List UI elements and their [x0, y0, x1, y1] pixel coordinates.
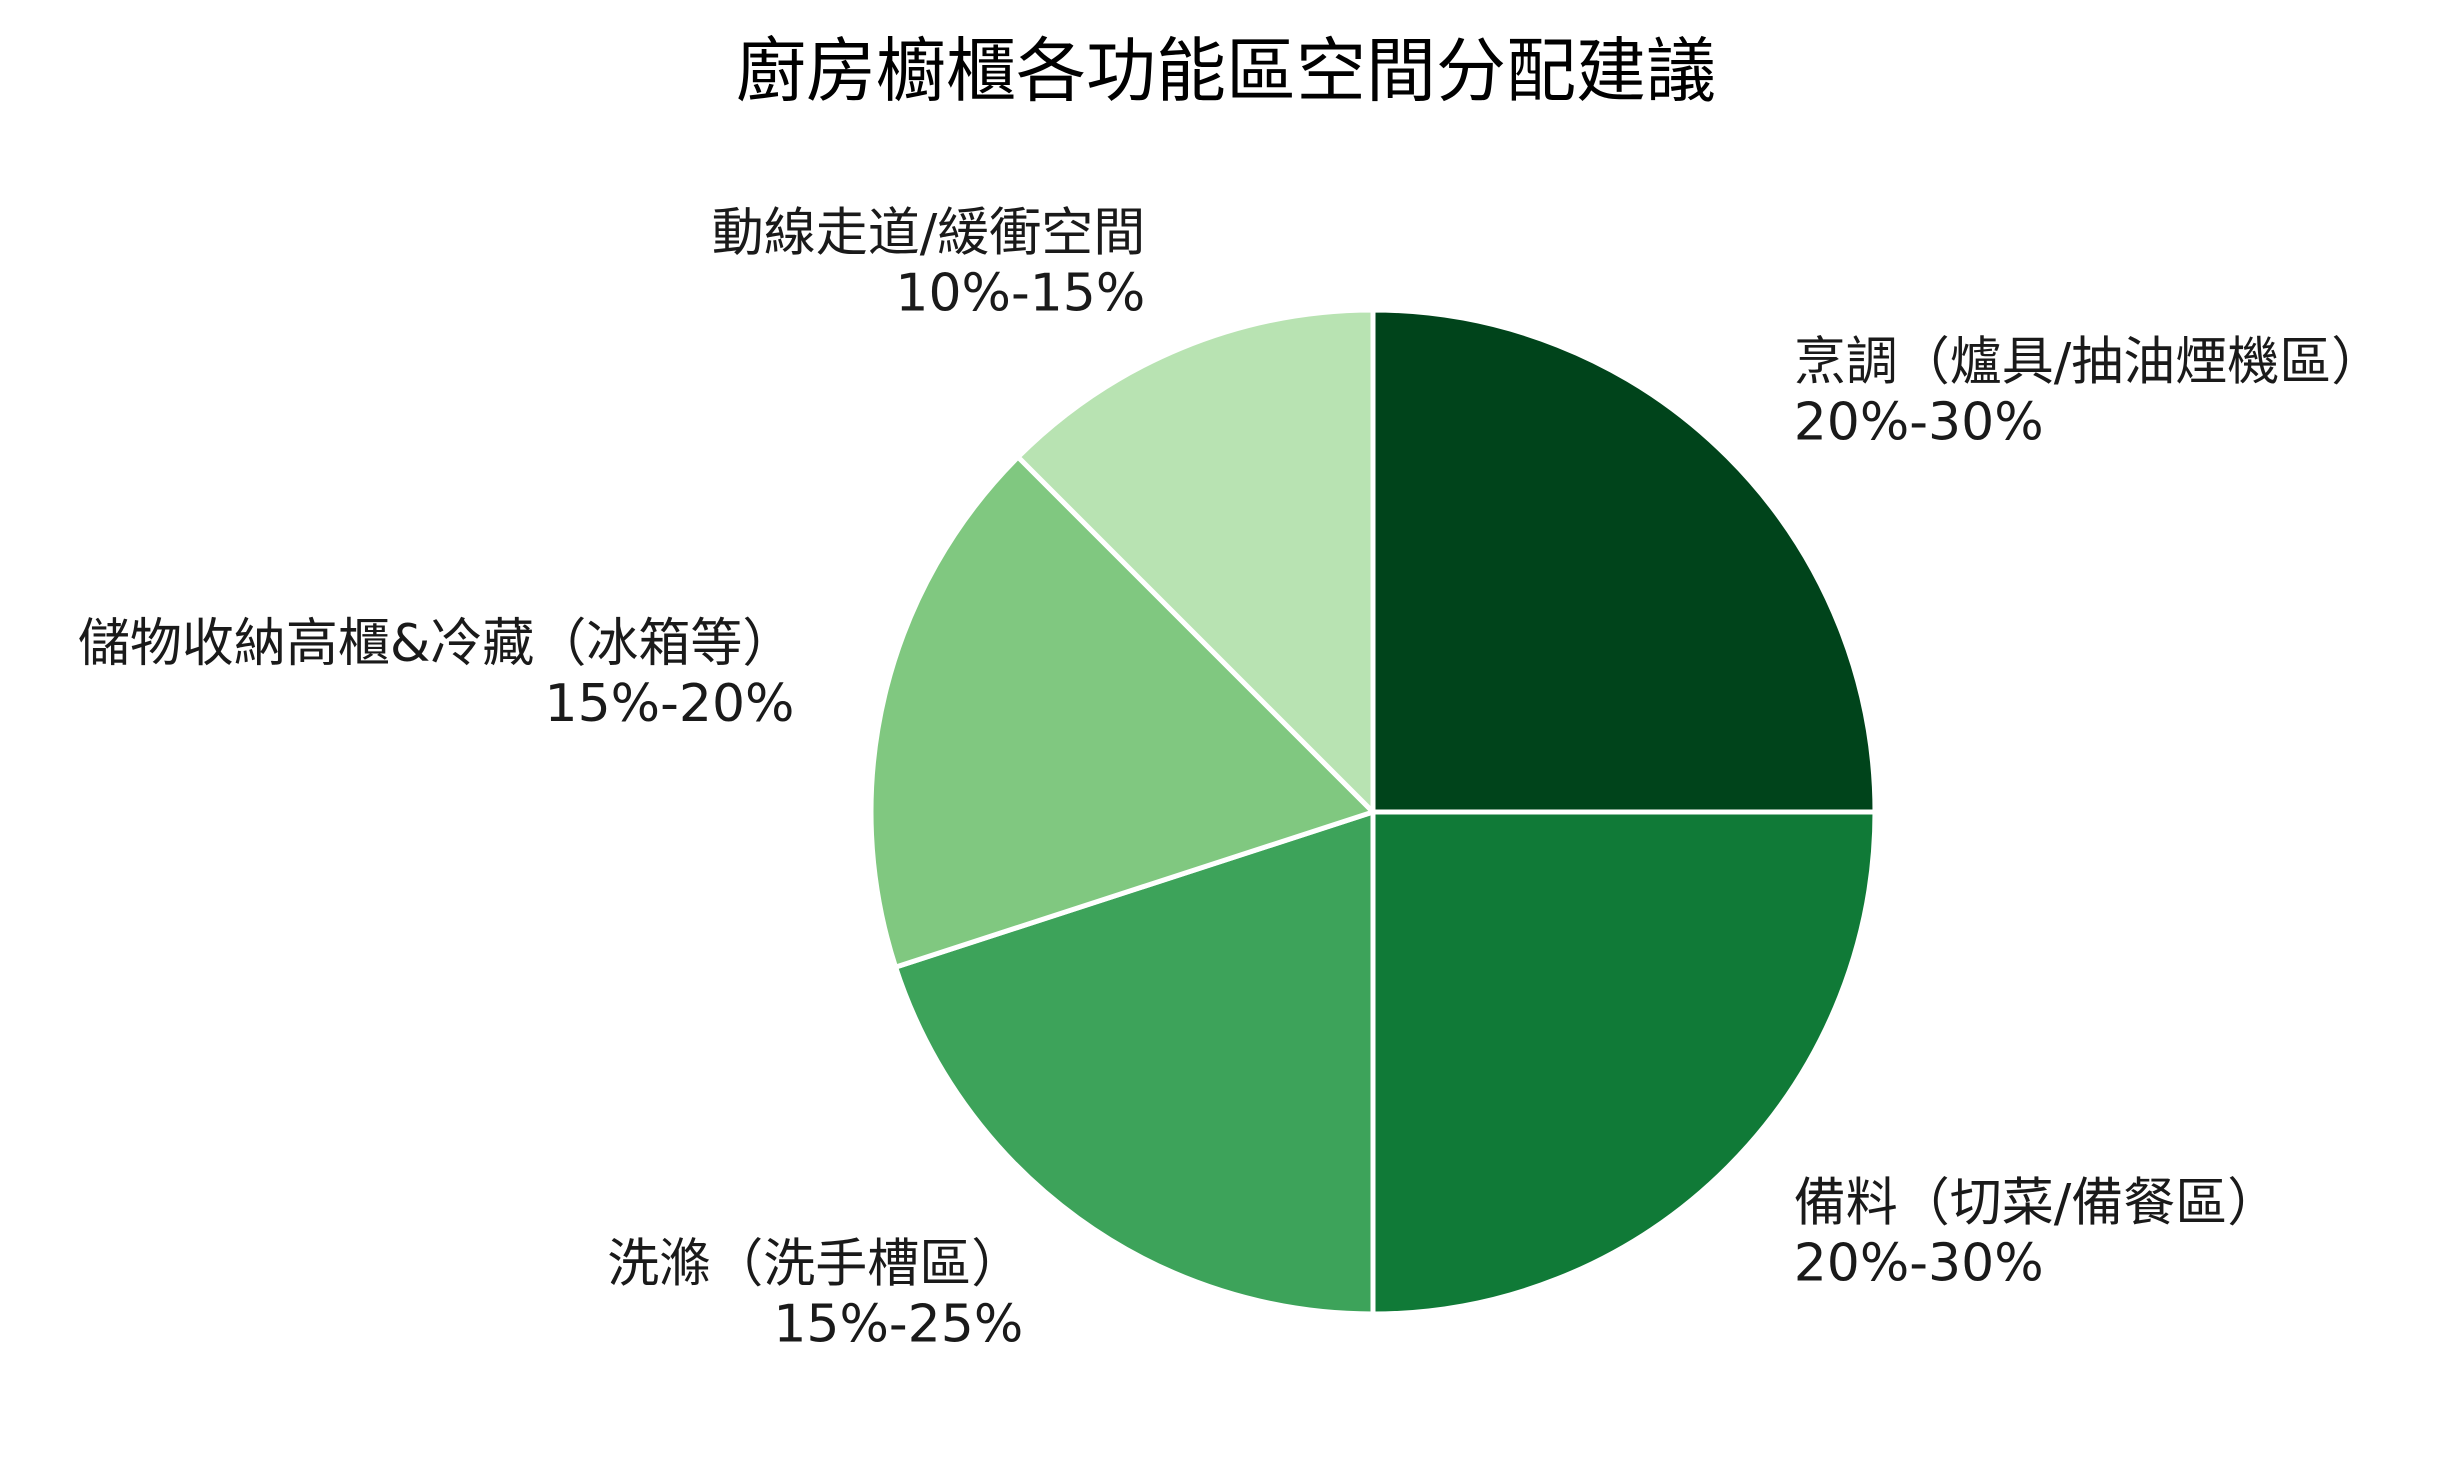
pie-slice — [1370, 307, 1878, 815]
chart-title: 廚房櫥櫃各功能區空間分配建議 — [736, 30, 1716, 112]
pie-slice — [868, 454, 1376, 970]
slice-value-label: 15%-25% — [773, 1294, 1023, 1354]
slice-value-label: 15%-20% — [545, 674, 795, 734]
slice-value-label: 20%-30% — [1794, 392, 2044, 452]
slice-label: 動線走道/緩衝空間 — [712, 203, 1146, 263]
pie-slice — [1370, 809, 1878, 1317]
pie-slice — [1015, 307, 1376, 815]
slice-label: 儲物收納高櫃&冷藏（冰箱等） — [78, 614, 795, 674]
slice-value-label: 20%-30% — [1794, 1234, 2044, 1294]
pie-slices — [868, 307, 1878, 1317]
slice-labels: 烹調（爐具/抽油煙機區）20%-30%備料（切菜/備餐區）20%-30%洗滌（洗… — [78, 203, 2383, 1354]
slice-label: 烹調（爐具/抽油煙機區） — [1794, 332, 2384, 392]
slice-label: 備料（切菜/備餐區） — [1794, 1174, 2280, 1234]
slice-value-label: 10%-15% — [895, 263, 1145, 323]
pie-slice — [893, 809, 1376, 1317]
slice-label: 洗滌（洗手槽區） — [607, 1234, 1023, 1294]
